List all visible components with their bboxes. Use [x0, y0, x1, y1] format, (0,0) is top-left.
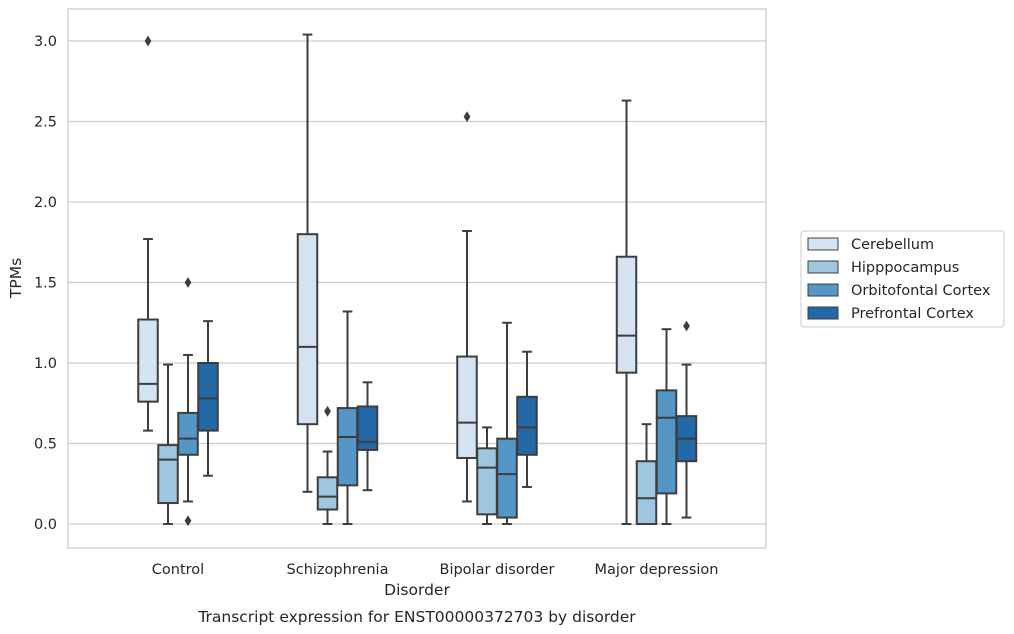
box-prefrontal-cortex-schizophrenia	[356, 381, 379, 492]
plot-background	[68, 9, 766, 548]
outlier-point	[184, 277, 192, 288]
box-iqr	[316, 476, 339, 511]
y-tick-label: 0.5	[34, 437, 57, 453]
box-cerebellum-control	[137, 35, 159, 432]
box-iqr	[655, 389, 678, 495]
box-iqr	[336, 407, 359, 487]
legend-label: Hipppocampus	[851, 260, 959, 276]
x-tick-label: Bipolar disorder	[440, 562, 555, 578]
box-cerebellum-schizophrenia	[296, 33, 319, 493]
box-iqr	[197, 362, 219, 432]
box-prefrontal-cortex-major-depression	[675, 320, 698, 519]
outlier-point	[683, 320, 690, 332]
legend-frame	[800, 230, 1005, 328]
box-iqr	[157, 444, 179, 505]
x-tick-label: Control	[152, 562, 204, 578]
legend: Cerebellum Hipppocampus Orbitofontal Corte…	[800, 230, 1005, 328]
box-iqr	[177, 411, 199, 456]
outlier-point	[324, 405, 331, 417]
outlier-point	[144, 35, 152, 47]
y-tick-label: 2.5	[34, 115, 57, 131]
box-cerebellum-major-depression	[615, 99, 638, 525]
y-tick-label: 3.0	[34, 34, 57, 50]
chart-caption: Transcript expression for ENST0000037270…	[197, 608, 636, 626]
outlier-point	[463, 111, 471, 123]
box-iqr	[137, 318, 159, 403]
legend-swatch	[807, 260, 839, 274]
box-cerebellum-bipolar-disorder	[456, 111, 478, 503]
box-orbitofontal-cortex-bipolar-disorder	[496, 321, 518, 525]
legend-label: Cerebellum	[851, 237, 934, 253]
box-iqr	[476, 447, 498, 516]
y-tick-label: 1.0	[34, 356, 57, 372]
outlier-point	[184, 515, 192, 527]
plot-frame	[67, 8, 767, 549]
box-iqr	[456, 355, 478, 459]
box-orbitofontal-cortex-control	[177, 277, 199, 527]
box-orbitofontal-cortex-major-depression	[655, 328, 678, 525]
y-axis-label: TPMs	[7, 258, 25, 299]
box-orbitofontal-cortex-schizophrenia	[336, 310, 359, 525]
box-iqr	[516, 395, 538, 456]
y-tick-label: 2.0	[34, 195, 57, 211]
box-iqr	[356, 405, 379, 451]
box-hipppocampus-control	[157, 363, 179, 525]
x-tick-label: Schizophrenia	[287, 562, 389, 578]
legend-swatch	[807, 283, 839, 297]
legend-label: Prefrontal Cortex	[851, 306, 974, 322]
y-tick-label: 0.0	[34, 517, 57, 533]
legend-swatch	[807, 237, 839, 251]
box-plots	[137, 33, 698, 527]
box-iqr	[635, 460, 658, 525]
box-hipppocampus-schizophrenia	[316, 405, 339, 525]
box-hipppocampus-major-depression	[635, 423, 658, 525]
box-iqr	[296, 233, 319, 426]
x-axis-label: Disorder	[384, 581, 450, 599]
box-iqr	[496, 437, 518, 519]
legend-swatch	[807, 306, 839, 320]
box-iqr	[615, 255, 638, 374]
box-prefrontal-cortex-bipolar-disorder	[516, 350, 538, 488]
x-tick-labels: Control Schizophrenia Bipolar disorder Majo…	[152, 562, 719, 578]
x-tick-label: Major depression	[595, 562, 719, 578]
y-tick-labels: 0.0 0.5 1.0 1.5 2.0 2.5 3.0	[34, 34, 57, 533]
box-prefrontal-cortex-control	[197, 320, 219, 477]
y-tick-label: 1.5	[34, 276, 57, 292]
legend-label: Orbitofontal Cortex	[851, 283, 991, 299]
